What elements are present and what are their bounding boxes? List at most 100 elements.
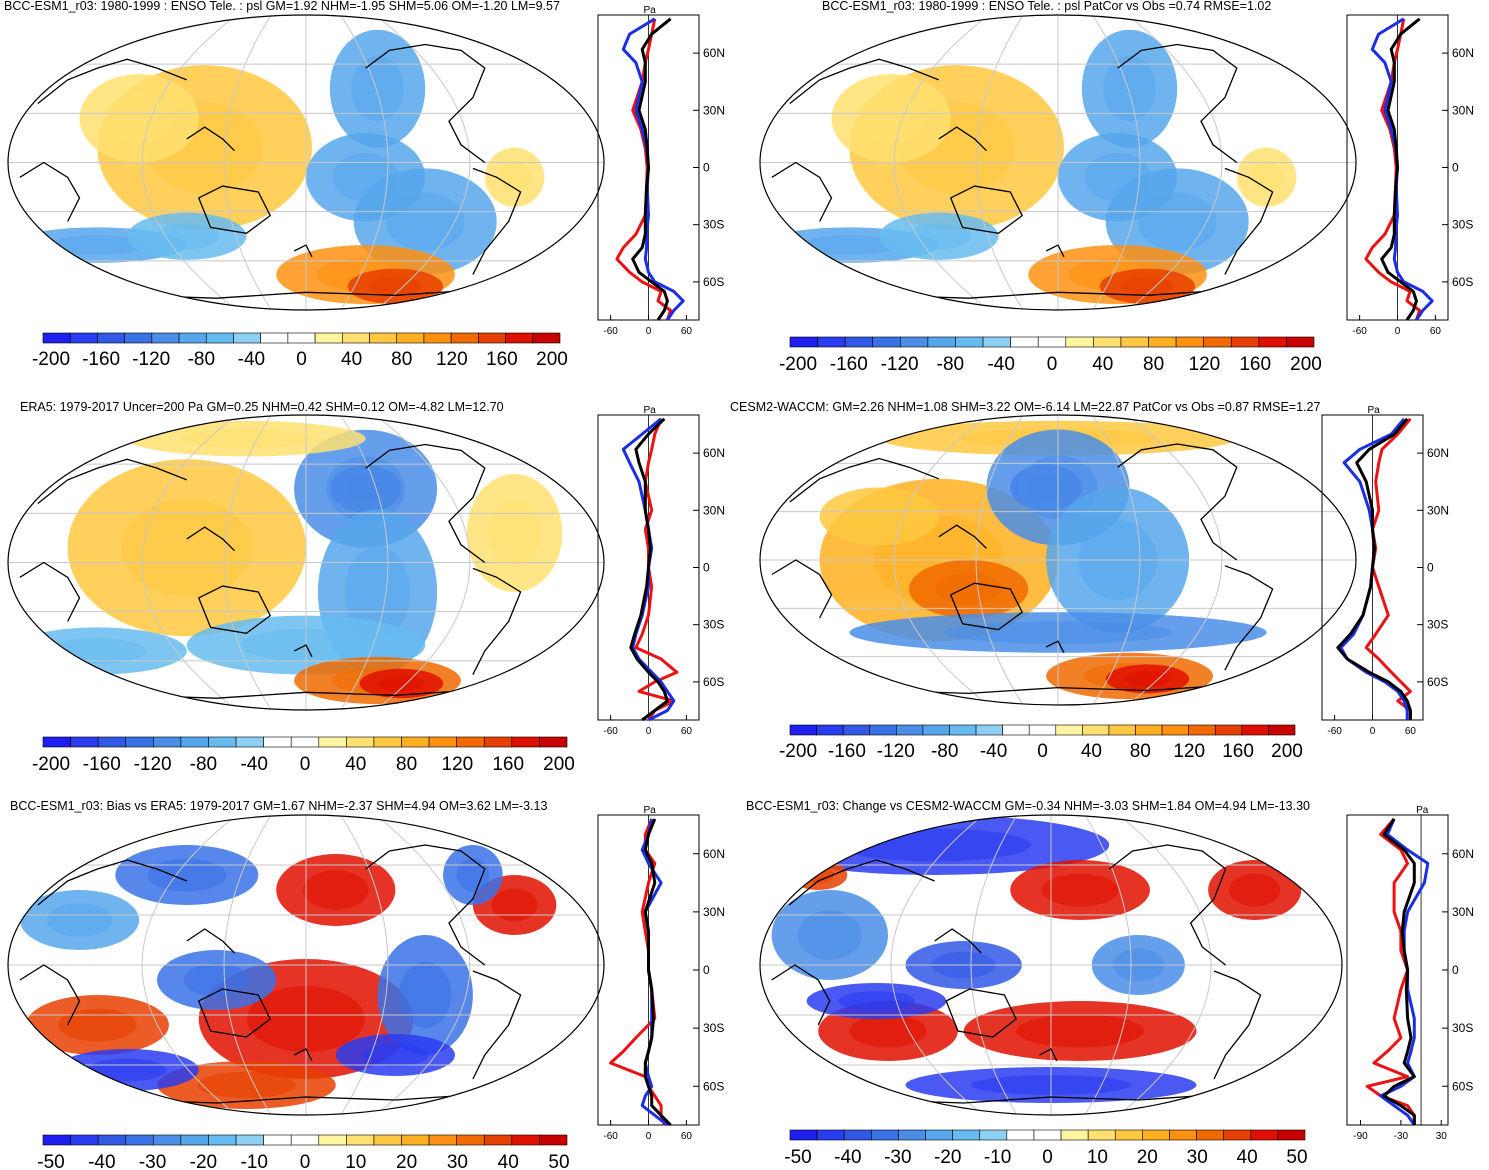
map-border [7, 414, 605, 711]
longitude-gridline [375, 15, 471, 310]
lat-tick-label: 60S [1452, 275, 1473, 289]
series-black-line [631, 17, 672, 321]
lat-tick-label: 60N [703, 847, 725, 861]
lat-tick-label: 60N [1452, 847, 1474, 861]
anomaly-core [147, 858, 227, 892]
colorbar-tick-label: 120 [1189, 354, 1221, 375]
series-black-line [1336, 417, 1412, 720]
coastline [365, 443, 486, 564]
colorbar-swatch [955, 336, 984, 348]
colorbar-tick-label: -200 [32, 754, 70, 775]
colorbar-swatch [900, 336, 929, 348]
colorbar-swatch [318, 736, 347, 748]
anomaly-core [849, 1014, 927, 1048]
colorbar-swatch [153, 736, 182, 748]
colorbar-swatch [456, 736, 485, 748]
coastline [1117, 43, 1238, 164]
anomaly-core [362, 1043, 429, 1067]
anomaly-core [303, 870, 369, 910]
colorbar-swatch [263, 1134, 292, 1146]
lat-tick-label: 30S [1452, 1021, 1473, 1035]
coastline [771, 559, 833, 619]
coastline [365, 844, 486, 966]
colorbar: -50 -40 -30 -20 -10 0 10 20 30 40 50 [784, 1129, 1308, 1168]
panel-6: BCC-ESM1_r03: Change vs CESM2-WACCM GM=-… [746, 799, 1474, 1168]
colorbar-swatch [817, 336, 846, 348]
x-tick-label: -30 [1394, 1131, 1409, 1142]
lat-tick-label: 60N [1452, 46, 1474, 60]
colorbar-swatch [346, 736, 375, 748]
colorbar-swatch [401, 736, 430, 748]
anomaly-core [58, 1008, 137, 1042]
coastline [1108, 844, 1227, 966]
colorbar-tick-label: 80 [396, 754, 417, 775]
series-black-line [643, 818, 672, 1127]
colorbar-swatch [428, 1134, 457, 1146]
colorbar-swatch [153, 1134, 182, 1146]
colorbar-swatch [208, 1134, 237, 1146]
colorbar-tick-label: -120 [134, 754, 172, 775]
colorbar-tick-label: -120 [132, 349, 170, 370]
series-red-line [1365, 817, 1416, 1125]
colorbar-swatch [1006, 1129, 1035, 1141]
colorbar-swatch [450, 332, 479, 344]
colorbar-tick-label: 0 [1037, 741, 1048, 762]
anomaly-core [800, 235, 899, 255]
coastline [472, 970, 522, 1080]
colorbar-tick-label: 200 [543, 754, 575, 775]
longitude-gridline [141, 15, 237, 310]
colorbar-swatch [125, 1134, 154, 1146]
colorbar-tick-label: -40 [980, 741, 1007, 762]
colorbar-swatch [896, 724, 924, 736]
colorbar-swatch [42, 1134, 71, 1146]
colorbar-tick-label: 30 [447, 1152, 468, 1170]
x-tick-label: 60 [1405, 726, 1417, 737]
x-tick-label: 60 [1430, 326, 1442, 337]
colorbar-swatch [844, 336, 874, 348]
anomaly-core [351, 56, 404, 122]
longitude-gridline [1127, 15, 1223, 310]
coastline [938, 524, 987, 549]
coastline [1045, 640, 1065, 654]
colorbar-swatch [1268, 724, 1296, 736]
colorbar-tick-label: 10 [345, 1152, 366, 1170]
colorbar-tick-label: -20 [934, 1147, 961, 1168]
longitude-gridline [223, 415, 272, 710]
series-red-line [609, 818, 666, 1126]
anomaly-core [491, 888, 538, 922]
colorbar-swatch [70, 1134, 99, 1146]
colorbar-swatch [260, 332, 289, 344]
lat-tick-label: 30N [703, 103, 725, 117]
colorbar-swatch [871, 1129, 899, 1141]
lat-tick-label: 60S [703, 275, 724, 289]
x-tick-label: -60 [603, 326, 618, 337]
series-black-line [1380, 17, 1421, 321]
lat-tick-label: 30N [1452, 905, 1474, 919]
x-tick-label: 0 [1395, 326, 1401, 337]
anomaly-core [378, 675, 425, 692]
colorbar-swatch [235, 1134, 264, 1146]
longitude-gridline [141, 815, 237, 1115]
longitude-gridline [375, 815, 471, 1115]
colorbar-tick-label: 0 [296, 349, 307, 370]
coastline [472, 567, 522, 675]
coastline [788, 859, 935, 906]
longitude-gridline [340, 415, 389, 710]
lat-tick-label: 60S [703, 1079, 724, 1093]
x-tick-label: 60 [681, 326, 693, 337]
coastline [1117, 443, 1238, 561]
longitude-gridline [893, 415, 989, 705]
colorbar-tick-label: 40 [341, 349, 362, 370]
colorbar-swatch [1277, 1129, 1306, 1141]
colorbar-swatch [235, 736, 264, 748]
coastline [186, 526, 235, 552]
colorbar-tick-label: 40 [1081, 741, 1102, 762]
colorbar: -200 -160 -120 -80 -40 0 40 80 120 160 200 [779, 336, 1322, 375]
coastline [293, 644, 313, 658]
colorbar: -50 -40 -30 -20 -10 0 10 20 30 40 50 [37, 1134, 570, 1170]
colorbar-swatch [949, 724, 977, 736]
longitude-gridline [1127, 415, 1223, 705]
colorbar-swatch [982, 336, 1011, 348]
panel-title: ERA5: 1979-2017 Uncer=200 Pa GM=0.25 NHM… [20, 400, 504, 414]
colorbar-tick-label: 50 [548, 1152, 569, 1170]
